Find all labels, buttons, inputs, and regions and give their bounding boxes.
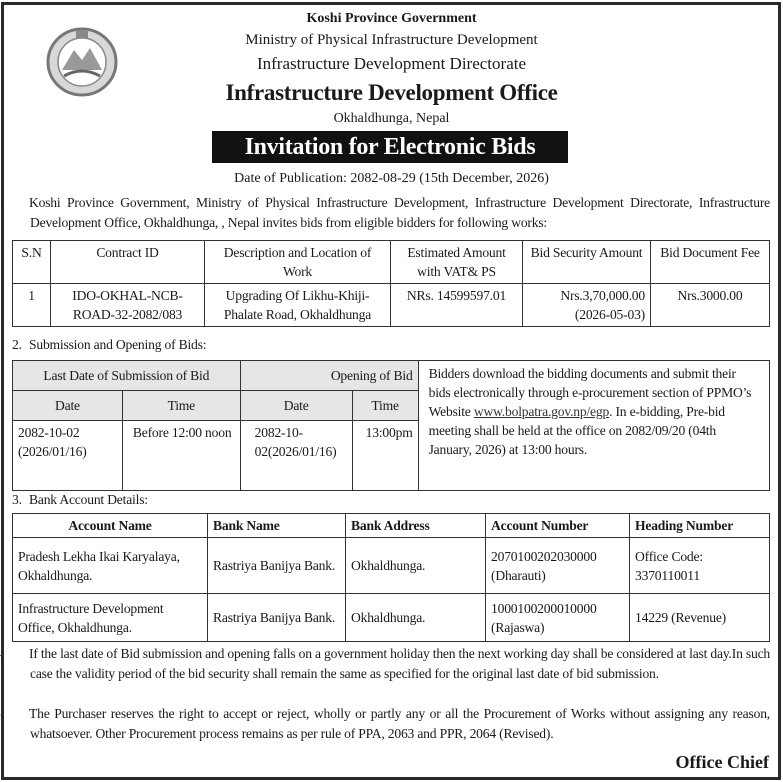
- header-open-time: Time: [351, 390, 419, 421]
- ministry-name: Ministry of Physical Infrastructure Deve…: [245, 32, 538, 48]
- header-opening: Opening of Bid: [239, 360, 419, 391]
- cell-bank-name: Rastriya Banijya Bank.: [207, 537, 346, 594]
- cell-account-name: Pradesh Lekha Ikai Karyalaya, Okhaldhung…: [12, 537, 208, 594]
- header-sub-time: Time: [121, 390, 241, 421]
- directorate-name: Infrastructure Development Directorate: [256, 54, 527, 73]
- office-name: Infrastructure Development Office: [225, 80, 558, 105]
- header-heading-number: Heading Number: [629, 513, 770, 538]
- header-bid-security: Bid Security Amount: [522, 240, 651, 284]
- header-contract-id: Contract ID: [50, 240, 205, 284]
- header-description: Description and Location of Work: [204, 240, 391, 284]
- intro-paragraph: 1.Koshi Province Government, Ministry of…: [0, 195, 770, 230]
- nepal-emblem-logo: [46, 27, 118, 97]
- cell-contract-id: IDO-OKHAL-NCB-ROAD-32-2082/083: [50, 283, 205, 327]
- header-sn: S.N: [12, 240, 51, 284]
- works-table: S.N Contract ID Description and Location…: [12, 240, 770, 327]
- bids-instructions: Bidders download the bidding documents a…: [417, 360, 771, 491]
- section-2-heading: 2. Submission and Opening of Bids:: [12, 337, 207, 352]
- cell-account-number: 1000100200010000 (Rajaswa): [485, 593, 630, 642]
- cell-estimated-amount: NRs. 14599597.01: [390, 283, 523, 327]
- header-submission: Last Date of Submission of Bid: [12, 360, 241, 391]
- cell-sn: 1: [12, 283, 51, 327]
- cell-open-time: 13:00pm: [351, 420, 419, 491]
- cell-bank-name: Rastriya Banijya Bank.: [207, 593, 346, 642]
- table-row: Infrastructure Development Office, Okhal…: [12, 593, 770, 642]
- government-name: Koshi Province Government: [306, 11, 477, 26]
- header-open-date: Date: [239, 390, 353, 421]
- note-5: 5.The Purchaser reserves the right to ac…: [0, 706, 770, 741]
- header-bank-name: Bank Name: [207, 513, 346, 538]
- cell-sub-time: Before 12:00 noon: [121, 420, 241, 491]
- cell-description: Upgrading Of Likhu-Khiji-Phalate Road, O…: [204, 283, 391, 327]
- signature-office-chief: Office Chief: [675, 752, 769, 772]
- cell-bid-security: Nrs.3,70,000.00 (2026-05-03): [522, 283, 651, 327]
- header-bid-fee: Bid Document Fee: [650, 240, 770, 284]
- header-account-number: Account Number: [485, 513, 630, 538]
- header-account-name: Account Name: [12, 513, 208, 538]
- cell-account-name: Infrastructure Development Office, Okhal…: [12, 593, 208, 642]
- bank-table: Account Name Bank Name Bank Address Acco…: [12, 513, 770, 642]
- bids-table: Last Date of Submission of Bid Opening o…: [12, 360, 771, 491]
- header-estimated-amount: Estimated Amount with VAT& PS: [390, 240, 523, 284]
- cell-bank-address: Okhaldhunga.: [345, 593, 486, 642]
- office-location: Okhaldhunga, Nepal: [333, 111, 450, 126]
- cell-open-date: 2082-10-02(2026/01/16): [239, 420, 353, 491]
- table-row: 1 IDO-OKHAL-NCB-ROAD-32-2082/083 Upgradi…: [12, 283, 770, 327]
- header-sub-date: Date: [12, 390, 123, 421]
- note-4: 4.If the last date of Bid submission and…: [0, 646, 770, 681]
- publication-date: Date of Publication: 2082-08-29 (15th De…: [234, 171, 549, 186]
- table-row: Pradesh Lekha Ikai Karyalaya, Okhaldhung…: [12, 537, 770, 594]
- section-3-heading: 3. Bank Account Details:: [12, 492, 148, 507]
- cell-heading-number: 14229 (Revenue): [629, 593, 770, 642]
- cell-account-number: 2070100202030000 (Dharauti): [485, 537, 630, 594]
- cell-sub-date: 2082-10-02 (2026/01/16): [12, 420, 123, 491]
- notice-title: Invitation for Electronic Bids: [212, 131, 568, 163]
- egp-link[interactable]: www.bolpatra.gov.np/egp: [473, 404, 610, 419]
- cell-heading-number: Office Code: 3370110011: [629, 537, 770, 594]
- cell-bank-address: Okhaldhunga.: [345, 537, 486, 594]
- cell-bid-fee: Nrs.3000.00: [650, 283, 770, 327]
- header-bank-address: Bank Address: [345, 513, 486, 538]
